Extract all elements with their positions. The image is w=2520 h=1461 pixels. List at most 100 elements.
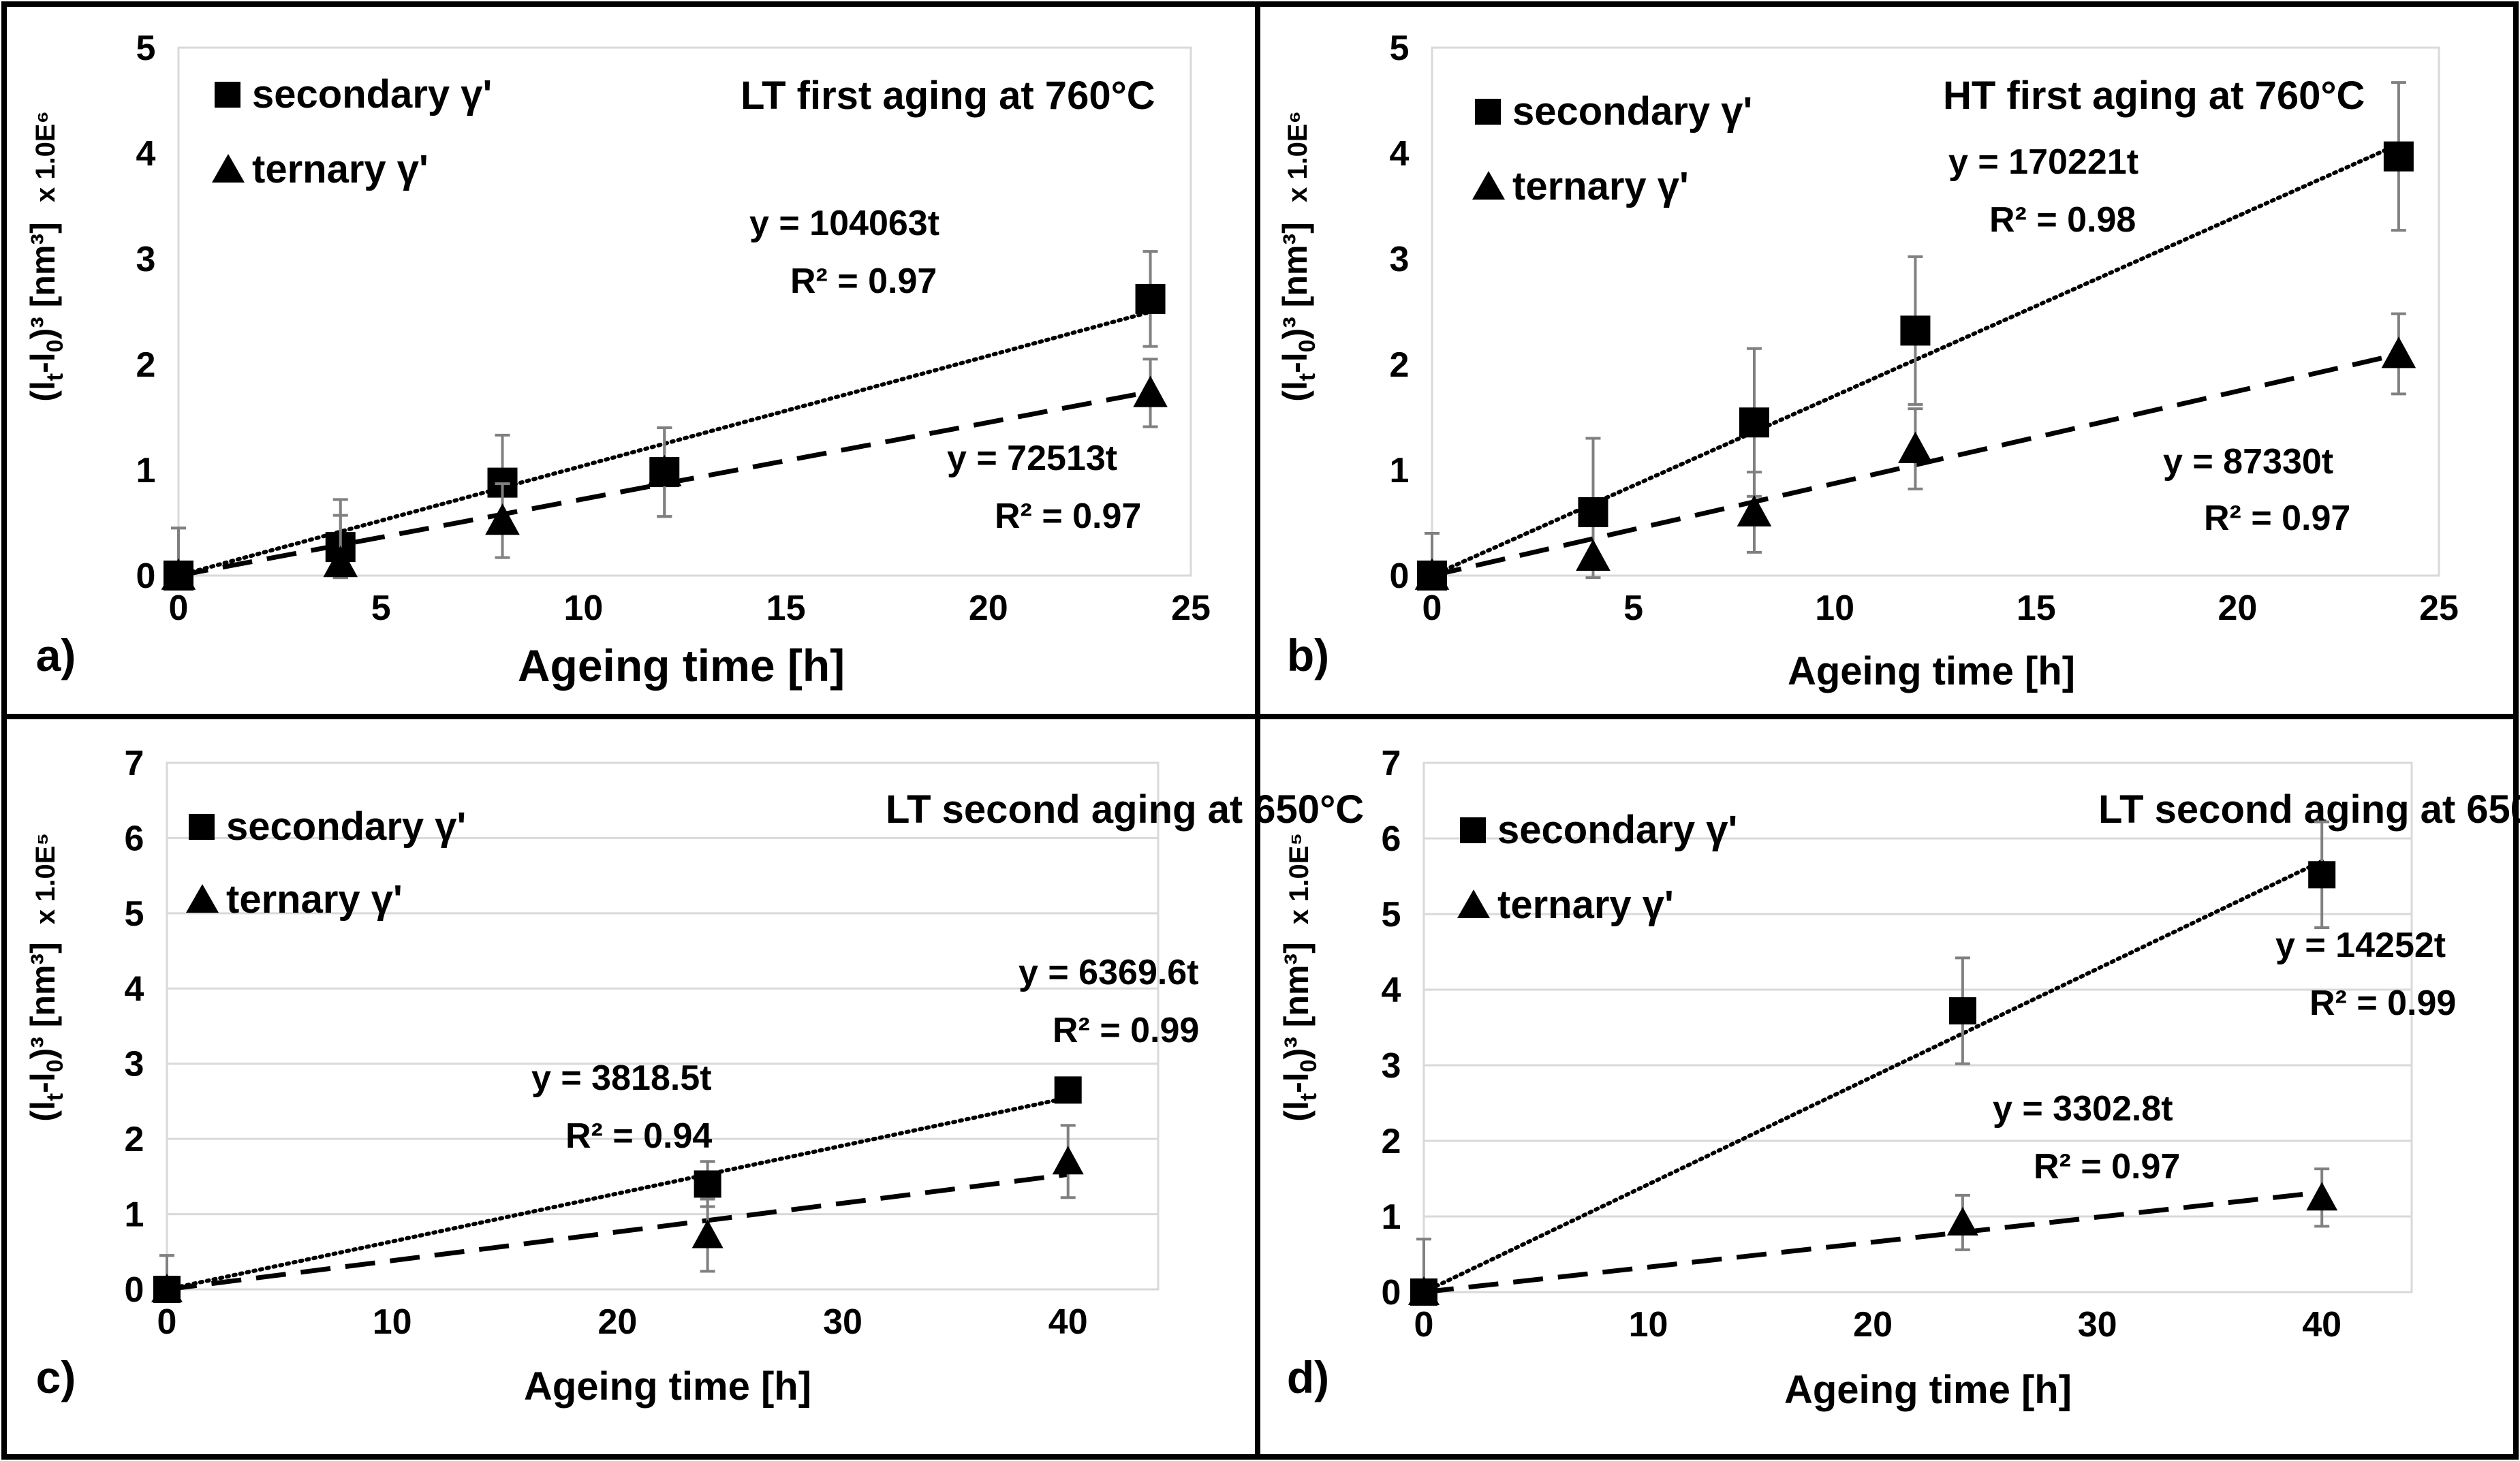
y-axis-label: (lt-l0)³ [nm³] (24, 222, 68, 402)
y-tick-label: 4 (125, 969, 144, 1009)
data-point-square (2383, 141, 2414, 172)
data-point-triangle (1946, 1206, 1978, 1236)
x-tick-label: 20 (1853, 1305, 1893, 1345)
panel-label: d) (1287, 1352, 1329, 1402)
x-tick-label: 0 (1414, 1305, 1434, 1345)
fit-r-squared: R² = 0.94 (565, 1116, 712, 1156)
panel-label: b) (1287, 630, 1329, 680)
y-tick-label: 3 (1382, 1046, 1401, 1086)
y-tick-label: 2 (136, 345, 156, 385)
series-ternary: y = 3818.5t R² = 0.94 ternary γ' (151, 877, 1084, 1302)
y-axis-label-part: -l (24, 1072, 62, 1093)
y-axis-scale-label: x 1.0E⁶ (31, 111, 61, 202)
y-tick-label: 2 (125, 1120, 144, 1159)
panel-label: a) (36, 630, 76, 680)
legend-label: ternary γ' (1497, 883, 1674, 927)
fit-equation: y = 72513t (947, 439, 1117, 478)
y-tick-label: 1 (125, 1195, 144, 1235)
series-ternary: y = 72513t R² = 0.97 ternary γ' (161, 147, 1168, 590)
data-point-triangle (1898, 431, 1933, 463)
x-tick-label: 15 (2017, 588, 2056, 628)
y-axis-label-part: (l (24, 381, 62, 402)
x-tick-label: 25 (1171, 588, 1211, 628)
fit-equation: y = 3302.8t (1993, 1089, 2173, 1129)
data-point-square (1135, 283, 1166, 314)
y-axis-label-part: -l (1277, 1072, 1316, 1093)
x-tick-label: 10 (563, 588, 603, 628)
legend-label: ternary γ' (252, 147, 429, 191)
x-tick-label: 5 (1623, 588, 1643, 628)
data-point-triangle (1408, 1276, 1440, 1305)
chart-title: HT first aging at 760°C (1943, 74, 2365, 118)
chart-title: LT second aging at 650°C (2098, 787, 2520, 832)
data-point-triangle (1052, 1146, 1084, 1175)
series-secondary: y = 6369.6t R² = 0.99 secondary γ' (153, 804, 1199, 1303)
data-point-triangle (485, 503, 520, 535)
legend-marker-triangle (186, 884, 219, 913)
data-point-triangle (691, 1219, 724, 1248)
data-point-triangle (647, 454, 682, 486)
legend-marker-square (215, 82, 240, 108)
chart-title: LT second aging at 650°C (886, 787, 1364, 832)
series-secondary: y = 170221t R² = 0.98 secondary γ' (1417, 81, 2414, 591)
y-axis-label-part: )³ [nm³] (24, 222, 62, 339)
fit-r-squared: R² = 0.99 (2309, 984, 2456, 1023)
x-tick-label: 40 (1048, 1302, 1088, 1342)
y-tick-label: 0 (1390, 556, 1410, 596)
x-axis-label: Ageing time [h] (524, 1364, 811, 1409)
x-tick-label: 20 (597, 1302, 637, 1342)
plot-area (1431, 46, 2440, 577)
data-point-square (694, 1170, 721, 1198)
y-tick-label: 5 (1382, 895, 1401, 934)
y-axis-label-part: )³ [nm³] (1276, 222, 1314, 339)
y-axis-label-part: 0 (1294, 339, 1320, 352)
trendline (166, 1172, 1069, 1292)
y-tick-label: 1 (1390, 451, 1410, 490)
y-axis-scale-label: x 1.0E⁶ (1283, 111, 1313, 202)
legend-label: ternary γ' (1512, 164, 1689, 208)
y-tick-label: 5 (1390, 29, 1410, 68)
x-tick-label: 0 (169, 588, 189, 628)
fit-equation: y = 6369.6t (1018, 953, 1199, 992)
series-ternary: y = 87330t R² = 0.97 ternary γ' (1414, 164, 2416, 590)
data-point-triangle (161, 558, 196, 590)
data-point-square (1739, 407, 1769, 438)
fit-r-squared: R² = 0.98 (1989, 200, 2136, 240)
data-point-square (1054, 1076, 1082, 1104)
y-axis-label: (lt-l0)³ [nm³] (24, 942, 68, 1122)
y-axis-label-part: )³ [nm³] (24, 942, 62, 1059)
data-point-triangle (2381, 336, 2416, 368)
y-tick-label: 2 (1382, 1122, 1401, 1161)
y-axis-label-part: t (42, 1093, 68, 1101)
y-tick-label: 1 (136, 451, 156, 490)
legend-label: ternary γ' (226, 877, 403, 922)
fit-equation: y = 3818.5t (531, 1058, 712, 1098)
trendline (165, 1095, 1070, 1291)
x-tick-label: 0 (1422, 588, 1442, 628)
y-tick-label: 6 (1382, 819, 1401, 859)
fit-r-squared: R² = 0.99 (1053, 1011, 1199, 1050)
x-tick-label: 20 (2218, 588, 2257, 628)
legend-marker-triangle (1472, 171, 1505, 200)
legend-marker-square (1460, 817, 1486, 843)
y-axis-scale-label: x 1.0E⁵ (1284, 833, 1314, 924)
legend-marker-triangle (1457, 890, 1490, 918)
x-axis-label: Ageing time [h] (1788, 649, 2075, 693)
legend-marker-square (1475, 99, 1501, 125)
x-tick-label: 5 (371, 588, 391, 628)
x-axis-label: Ageing time [h] (518, 640, 845, 691)
x-axis-label: Ageing time [h] (1784, 1368, 2072, 1412)
y-axis-label-part: (l (1277, 1101, 1316, 1122)
y-tick-label: 4 (136, 134, 156, 174)
y-tick-label: 1 (1382, 1197, 1401, 1237)
y-axis-label-part: 0 (42, 339, 68, 352)
y-axis-label-part: t (42, 373, 68, 381)
data-point-triangle (1414, 558, 1450, 590)
x-tick-label: 30 (823, 1302, 862, 1342)
y-axis-scale-label: x 1.0E⁵ (31, 833, 61, 924)
legend-marker-triangle (212, 154, 245, 183)
